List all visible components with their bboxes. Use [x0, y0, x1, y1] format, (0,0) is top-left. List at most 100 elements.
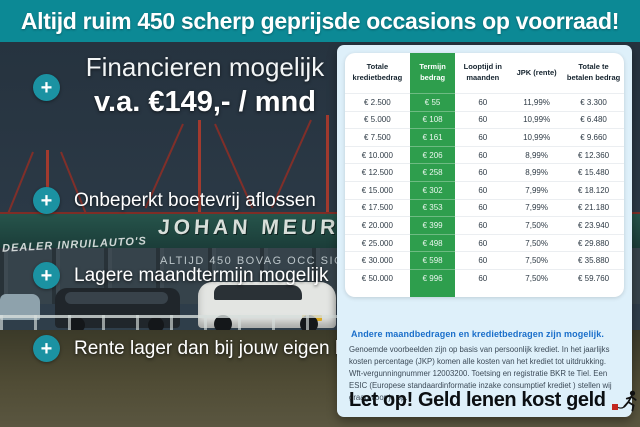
table-cell: € 23.940	[563, 216, 624, 234]
table-row: € 25.000 € 498 60 7,50% € 29.880	[345, 233, 624, 252]
finance-table-header: Totale kredietbedrag Termijn bedrag Loop…	[345, 53, 624, 93]
table-cell: € 35.880	[563, 251, 624, 269]
table-cell: 60	[455, 198, 511, 217]
plus-badge: +	[33, 74, 60, 101]
table-cell: 60	[455, 233, 511, 252]
table-cell: € 598	[409, 251, 456, 269]
finance-table-card: Totale kredietbedrag Termijn bedrag Loop…	[345, 53, 624, 297]
table-cell: € 15.000	[345, 180, 410, 199]
termijn-column-highlight	[409, 53, 456, 297]
table-row: € 50.000 € 996 60 7,50% € 59.760	[345, 268, 624, 287]
table-cell: 10,99%	[510, 128, 564, 146]
table-cell: € 21.180	[563, 198, 624, 217]
usp-label: Rente lager dan bij jouw eigen bank	[74, 337, 377, 359]
table-cell: 60	[455, 110, 511, 129]
table-cell: € 161	[409, 128, 456, 146]
top-banner: Altijd ruim 450 scherp geprijsde occasio…	[0, 0, 640, 42]
table-cell: € 6.480	[563, 110, 624, 129]
table-cell: € 2.500	[345, 93, 410, 111]
table-cell: € 12.500	[345, 163, 410, 181]
column-header: Termijn bedrag	[419, 62, 446, 82]
table-cell: 60	[455, 216, 511, 234]
flag-mast	[198, 120, 201, 216]
table-cell: 60	[455, 268, 511, 287]
table-row: € 10.000 € 206 60 8,99% € 12.360	[345, 145, 624, 164]
table-cell: € 12.360	[563, 145, 624, 164]
occasions-sign: ALTIJD 450 BOVAG OCC SIONS	[160, 255, 363, 267]
table-cell: 60	[455, 145, 511, 164]
credit-warning: Let op! Geld lenen kost geld	[349, 389, 638, 412]
table-cell: € 258	[409, 163, 456, 181]
table-cell: € 15.480	[563, 163, 624, 181]
column-header: Totale te betalen bedrag	[566, 62, 621, 82]
table-cell: € 5.000	[345, 110, 410, 129]
table-cell: € 399	[409, 216, 456, 234]
table-cell: € 30.000	[345, 251, 410, 269]
table-cell: 7,99%	[510, 198, 564, 217]
geld-lenen-kost-geld-icon	[611, 390, 637, 411]
table-row: € 2.500 € 55 60 11,99% € 3.300	[345, 93, 624, 111]
table-cell: € 18.120	[563, 180, 624, 199]
flag-mast	[326, 115, 329, 215]
table-cell: € 7.500	[345, 128, 410, 146]
table-cell: € 302	[409, 180, 456, 199]
usp-bullet: + Onbeperkt boetevrij aflossen	[33, 187, 316, 214]
usp-bullet: + Rente lager dan bij jouw eigen bank	[33, 335, 376, 362]
table-cell: 8,99%	[510, 163, 564, 181]
table-cell: € 108	[409, 110, 456, 129]
table-row: € 15.000 € 302 60 7,99% € 18.120	[345, 180, 624, 199]
table-cell: € 50.000	[345, 268, 410, 287]
table-cell: € 17.500	[345, 198, 410, 217]
table-cell: € 206	[409, 145, 456, 164]
table-cell: 60	[455, 180, 511, 199]
table-row: € 7.500 € 161 60 10,99% € 9.660	[345, 128, 624, 146]
table-row: € 30.000 € 598 60 7,50% € 35.880	[345, 251, 624, 269]
table-cell: 8,99%	[510, 145, 564, 164]
car-windows	[214, 285, 302, 300]
table-cell: € 996	[409, 268, 456, 287]
plus-icon: +	[33, 335, 60, 362]
credit-warning-text: Let op! Geld lenen kost geld	[349, 389, 606, 411]
plus-icon: +	[33, 74, 60, 101]
table-cell: 60	[455, 93, 511, 111]
table-cell: € 353	[409, 198, 456, 217]
table-cell: 7,50%	[510, 233, 564, 252]
table-cell: 7,50%	[510, 268, 564, 287]
table-cell: 7,99%	[510, 180, 564, 199]
usp-bullet: + Lagere maandtermijn mogelijk	[33, 262, 329, 289]
table-row: € 12.500 € 258 60 8,99% € 15.480	[345, 163, 624, 181]
dealership-name-sign: JOHAN MEURE	[157, 216, 359, 239]
table-cell: € 20.000	[345, 216, 410, 234]
table-cell: 10,99%	[510, 110, 564, 129]
table-row: € 5.000 € 108 60 10,99% € 6.480	[345, 110, 624, 129]
column-header: JPK (rente)	[516, 67, 557, 77]
banner-text: Altijd ruim 450 scherp geprijsde occasio…	[20, 7, 620, 34]
table-cell: 60	[455, 251, 511, 269]
table-cell: 60	[455, 128, 511, 146]
table-cell: € 498	[409, 233, 456, 252]
table-cell: 7,50%	[510, 216, 564, 234]
hero-title: Financieren mogelijk	[85, 52, 325, 82]
table-cell: € 25.000	[345, 233, 410, 252]
table-cell: 7,50%	[510, 251, 564, 269]
financing-panel: Totale kredietbedrag Termijn bedrag Loop…	[337, 45, 637, 417]
plus-icon: +	[33, 262, 60, 289]
usp-label: Lagere maandtermijn mogelijk	[74, 264, 329, 286]
table-row: € 20.000 € 399 60 7,50% € 23.940	[345, 216, 624, 234]
table-cell: € 10.000	[345, 145, 410, 164]
table-cell: 60	[455, 163, 511, 181]
table-row: € 17.500 € 353 60 7,99% € 21.180	[345, 198, 624, 217]
table-cell: € 55	[409, 93, 456, 111]
table-cell: € 9.660	[563, 128, 624, 146]
plus-icon: +	[33, 187, 60, 214]
table-cell: € 3.300	[563, 93, 624, 111]
table-cell: € 29.880	[563, 233, 624, 252]
credit-disclaimer: Genoemde voorbeelden zijn op basis van p…	[349, 345, 612, 403]
finance-table-body: € 2.500 € 55 60 11,99% € 3.300 € 5.000 € 108 60…	[345, 93, 624, 287]
column-header: Looptijd in maanden	[463, 62, 502, 82]
table-cell: € 59.760	[563, 268, 624, 287]
usp-label: Onbeperkt boetevrij aflossen	[74, 189, 316, 211]
hero-subtitle: v.a. €149,- / mnd	[94, 86, 316, 118]
car-windows	[65, 292, 168, 304]
